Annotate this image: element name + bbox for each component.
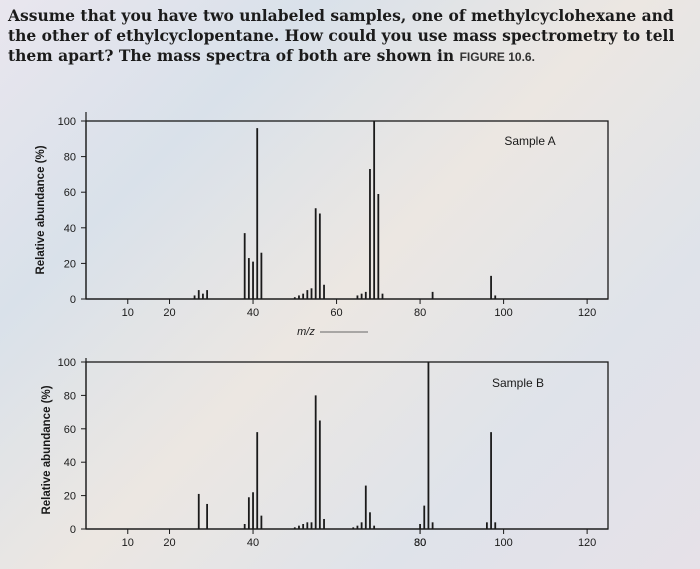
peaks-sample-b: [197, 362, 497, 529]
x-tick-label-b: 80: [414, 537, 426, 549]
y-tick-label-b: 80: [64, 390, 76, 402]
y-tick-label-b: 40: [64, 457, 76, 469]
y-tick-label-b: 20: [64, 491, 76, 503]
y-axis-label-sample-a: Relative abundance (%): [35, 145, 47, 274]
spectrum-panel-sample-b: Relative abundance (%) Sample B 10 20 40 80…: [41, 357, 609, 549]
y-tick-label-a: 40: [64, 223, 76, 235]
figure-reference: FIGURE 10.6.: [459, 50, 535, 64]
sample-label-b: Sample B: [492, 376, 544, 390]
y-tick-label-b: 0: [70, 524, 76, 536]
x-tick-label-a: 60: [330, 307, 342, 319]
x-tick-label-b: 40: [247, 537, 259, 549]
x-axis-label-sample-a: m/z: [297, 326, 315, 338]
x-tick-label-a: 10: [122, 307, 134, 319]
y-tick-label-a: 60: [64, 187, 76, 199]
x-tick-label-a: 80: [414, 307, 426, 319]
y-tick-label-a: 20: [64, 258, 76, 270]
question-text: Assume that you have two unlabeled sampl…: [8, 6, 688, 67]
y-ticks-sample-b: 0 20 40 60 80 100: [58, 357, 86, 536]
x-tick-label-a: 40: [247, 307, 259, 319]
x-tick-label-a: 100: [494, 307, 512, 319]
question-body: Assume that you have two unlabeled sampl…: [8, 6, 675, 65]
spectrum-panel-sample-a: Relative abundance (%) Sample A m/z 10 20…: [35, 112, 609, 338]
y-tick-label-a: 80: [64, 152, 76, 164]
sample-label-a: Sample A: [504, 134, 555, 148]
y-tick-label-b: 60: [64, 424, 76, 436]
x-tick-label-b: 10: [122, 537, 134, 549]
y-tick-label-a: 0: [70, 294, 76, 306]
y-ticks-sample-a: 0 20 40 60 80 100: [58, 116, 86, 306]
x-tick-label-b: 120: [578, 537, 596, 549]
peaks-sample-a: [193, 121, 497, 299]
x-tick-label-b: 100: [494, 537, 512, 549]
y-tick-label-b: 100: [58, 357, 76, 369]
x-tick-label-b: 20: [163, 537, 175, 549]
x-tick-label-a: 120: [578, 307, 596, 319]
x-tick-label-a: 20: [163, 307, 175, 319]
x-tick-label-b: 30: [414, 537, 426, 549]
y-axis-label-sample-b: Relative abundance (%): [41, 385, 53, 514]
y-tick-label-a: 100: [58, 116, 76, 128]
x-ticks-sample-a: 10 20 40 60 80 100 120: [122, 299, 596, 319]
